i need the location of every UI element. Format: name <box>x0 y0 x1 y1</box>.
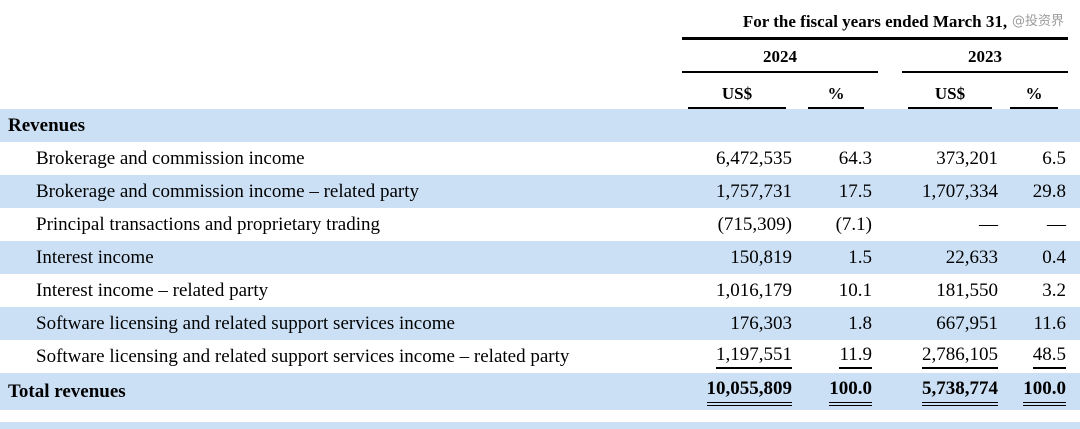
total-label: Total revenues <box>8 380 126 402</box>
value-2023-usd: 1,707,334 <box>922 180 998 202</box>
value-2023-usd: 2,786,105 <box>902 340 1002 373</box>
value-2023-pct: 29.8 <box>1032 180 1066 202</box>
value-2024-usd: 1,016,179 <box>716 279 792 301</box>
total-2023-usd: 5,738,774 <box>902 373 1002 410</box>
percent-label: % <box>1010 84 1058 109</box>
value-2023-pct: 3.2 <box>1042 279 1066 301</box>
table-row-software-licensing: Software licensing and related support s… <box>0 307 1080 340</box>
row-label: Brokerage and commission income – relate… <box>36 180 420 202</box>
double-underlined-value: 100.0 <box>829 378 872 406</box>
table-row-brokerage: Brokerage and commission income 6,472,53… <box>0 142 1080 175</box>
value-2023-pct: — <box>1047 213 1066 235</box>
partial-next-row-strip <box>0 422 1080 429</box>
table-row-principal-transactions: Principal transactions and proprietary t… <box>0 208 1080 241</box>
column-gap <box>878 274 902 307</box>
fiscal-years-title: For the fiscal years ended March 31, <box>682 12 1068 40</box>
value-2024-usd: 6,472,535 <box>716 147 792 169</box>
section-title: Revenues <box>8 114 86 136</box>
value-2024-pct: 10.1 <box>838 279 872 301</box>
usd-label: US$ <box>908 84 992 109</box>
row-label: Interest income <box>36 246 154 268</box>
underlined-value: 11.9 <box>839 344 872 369</box>
value-2023-usd: 181,550 <box>936 279 998 301</box>
watermark: @投资界 <box>1011 14 1064 29</box>
value-2024-pct: 17.5 <box>838 180 872 202</box>
value-2023-pct: 48.5 <box>1002 340 1068 373</box>
column-gap <box>878 79 902 109</box>
value-2023-usd: 667,951 <box>936 312 998 334</box>
total-2023-pct: 100.0 <box>1002 373 1068 410</box>
total-2024-pct: 100.0 <box>800 373 878 410</box>
value-2023-usd: — <box>979 213 998 235</box>
row-label: Brokerage and commission income <box>36 147 305 169</box>
value-2024-pct: 11.9 <box>800 340 878 373</box>
value-2024-usd: (715,309) <box>717 213 792 235</box>
subheader-pct-2023: % <box>1002 79 1068 109</box>
percent-label: % <box>808 84 864 109</box>
value-2024-pct: 1.5 <box>848 246 872 268</box>
value-2024-usd: 1,757,731 <box>716 180 792 202</box>
header-spacer <box>0 12 682 40</box>
value-2023-pct: 11.6 <box>1033 312 1066 334</box>
usd-label: US$ <box>688 84 786 109</box>
value-2024-pct: 64.3 <box>838 147 872 169</box>
value-2023-usd: 22,633 <box>945 246 998 268</box>
value-2024-usd: 1,197,551 <box>682 340 800 373</box>
empty-cell <box>682 109 800 142</box>
column-group-2024: 2024 <box>682 47 878 73</box>
table-row-brokerage-related: Brokerage and commission income – relate… <box>0 175 1080 208</box>
double-underlined-value: 5,738,774 <box>922 378 998 406</box>
empty-cell <box>1002 109 1068 142</box>
row-label: Interest income – related party <box>36 279 269 301</box>
column-gap <box>878 208 902 241</box>
double-underlined-value: 100.0 <box>1023 378 1066 406</box>
column-gap <box>878 175 902 208</box>
table-row-interest-income: Interest income 150,819 1.5 22,633 0.4 <box>0 241 1080 274</box>
total-revenues-row: Total revenues 10,055,809 100.0 5,738,77… <box>0 373 1080 410</box>
value-2023-pct: 6.5 <box>1042 147 1066 169</box>
table-row-software-licensing-related: Software licensing and related support s… <box>0 340 1080 373</box>
subheader-usd-2024: US$ <box>682 79 800 109</box>
table-row-interest-income-related: Interest income – related party 1,016,17… <box>0 274 1080 307</box>
empty-cell <box>902 109 1002 142</box>
table-header-title-row: For the fiscal years ended March 31, <box>0 12 1080 40</box>
row-label: Software licensing and related support s… <box>36 312 455 334</box>
double-underlined-value: 10,055,809 <box>706 378 792 406</box>
underlined-value: 1,197,551 <box>716 344 792 369</box>
column-gap <box>878 340 902 373</box>
column-gap <box>878 241 902 274</box>
total-2024-usd: 10,055,809 <box>682 373 800 410</box>
column-gap <box>878 47 902 73</box>
underlined-value: 48.5 <box>1032 344 1066 369</box>
column-gap <box>878 109 902 142</box>
row-label: Software licensing and related support s… <box>36 345 570 367</box>
table-header-year-row: 2024 2023 <box>0 47 1080 73</box>
value-2023-pct: 0.4 <box>1042 246 1066 268</box>
column-gap <box>878 373 902 410</box>
value-2024-usd: 176,303 <box>730 312 792 334</box>
empty-cell <box>800 109 878 142</box>
value-2024-pct: 1.8 <box>848 312 872 334</box>
header-spacer <box>0 47 682 73</box>
revenues-section-row: Revenues <box>0 109 1080 142</box>
value-2023-usd: 373,201 <box>936 147 998 169</box>
underlined-value: 2,786,105 <box>922 344 998 369</box>
subheader-pct-2024: % <box>800 79 878 109</box>
subheader-usd-2023: US$ <box>902 79 1002 109</box>
table-header-subheader-row: US$ % US$ % <box>0 79 1080 109</box>
column-gap <box>878 307 902 340</box>
value-2024-usd: 150,819 <box>730 246 792 268</box>
column-group-2023: 2023 <box>902 47 1068 73</box>
row-label: Principal transactions and proprietary t… <box>36 213 381 235</box>
column-gap <box>878 142 902 175</box>
value-2024-pct: (7.1) <box>835 213 872 235</box>
